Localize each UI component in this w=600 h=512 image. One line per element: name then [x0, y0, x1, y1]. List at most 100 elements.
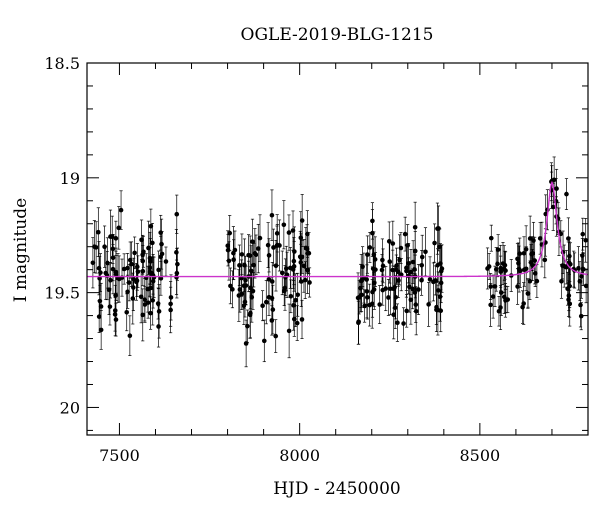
data-point — [488, 235, 494, 241]
data-point — [141, 249, 146, 255]
data-point — [426, 302, 431, 307]
data-point — [145, 300, 151, 305]
data-point — [97, 298, 103, 304]
data-point — [279, 270, 285, 276]
data-point — [248, 285, 253, 291]
data-point — [362, 303, 367, 309]
data-point — [134, 264, 140, 270]
data-point — [230, 287, 235, 292]
data-point — [404, 308, 409, 314]
data-point — [356, 319, 361, 324]
data-point — [243, 341, 249, 346]
axes-frame — [86, 62, 589, 436]
data-point — [174, 270, 180, 276]
data-point — [523, 266, 529, 272]
data-point — [566, 297, 571, 302]
data-point — [116, 225, 122, 231]
data-point — [412, 224, 418, 230]
data-point — [435, 226, 440, 231]
data-point — [130, 296, 136, 301]
data-point — [307, 280, 312, 285]
data-point — [517, 268, 523, 274]
axis-ticks: 7500 8000 8500 18.5 19 19.5 20 — [44, 54, 589, 465]
data-point — [580, 253, 585, 258]
data-point — [397, 257, 402, 263]
data-point — [159, 241, 164, 247]
data-point — [380, 287, 386, 293]
data-point — [131, 285, 136, 290]
data-point — [367, 302, 372, 308]
data-point — [263, 299, 269, 305]
model-curve-layer — [87, 180, 589, 278]
data-point — [156, 267, 161, 273]
data-point — [113, 293, 118, 298]
data-point — [294, 320, 300, 326]
data-point — [379, 267, 385, 273]
plot-frame — [86, 62, 589, 436]
data-point — [265, 242, 271, 248]
data-point — [438, 261, 443, 266]
data-point — [395, 320, 400, 325]
data-point — [396, 278, 401, 283]
data-point — [269, 212, 275, 218]
data-point — [175, 261, 180, 267]
data-point — [242, 299, 248, 305]
data-point — [107, 304, 113, 309]
data-point — [579, 274, 584, 279]
data-point — [390, 241, 396, 246]
data-point — [527, 278, 533, 284]
data-point — [156, 324, 161, 329]
data-point — [273, 333, 279, 339]
data-point — [401, 321, 406, 326]
data-point — [269, 295, 275, 301]
data-point — [297, 254, 303, 260]
data-point — [286, 230, 292, 235]
data-point — [498, 290, 504, 295]
data-point — [158, 254, 164, 260]
data-point — [239, 252, 245, 257]
data-point — [253, 252, 259, 258]
data-point — [431, 279, 436, 285]
data-point — [241, 303, 247, 309]
data-point — [434, 304, 439, 310]
data-point — [139, 237, 144, 243]
data-point — [386, 239, 392, 244]
y-tick-label: 18.5 — [44, 54, 80, 73]
data-point — [121, 266, 127, 272]
data-point — [298, 235, 304, 241]
data-point — [231, 257, 236, 262]
data-point — [116, 276, 122, 282]
data-point — [306, 250, 312, 256]
data-point — [108, 277, 113, 283]
data-point — [373, 267, 378, 272]
data-point — [393, 294, 399, 300]
data-point — [239, 291, 245, 297]
data-point — [485, 266, 490, 271]
data-point — [232, 247, 238, 253]
data-point — [245, 323, 250, 329]
data-point — [174, 211, 180, 217]
data-point — [109, 234, 115, 240]
data-point — [498, 269, 503, 274]
data-point — [248, 268, 254, 274]
data-point — [495, 261, 500, 267]
data-point — [148, 310, 153, 316]
data-point — [295, 292, 301, 298]
data-point — [129, 261, 134, 267]
data-point — [242, 262, 247, 268]
data-point — [416, 287, 421, 292]
data-point — [132, 250, 137, 256]
data-point — [98, 327, 104, 333]
data-point — [427, 277, 433, 282]
data-point — [500, 261, 506, 266]
data-point — [532, 258, 537, 263]
data-point — [140, 312, 146, 318]
data-point — [303, 245, 309, 251]
data-point — [360, 264, 365, 269]
y-tick-label: 20 — [60, 398, 80, 417]
data-point — [286, 328, 292, 334]
data-point — [140, 258, 146, 264]
data-point — [419, 277, 424, 283]
data-point — [413, 302, 419, 307]
